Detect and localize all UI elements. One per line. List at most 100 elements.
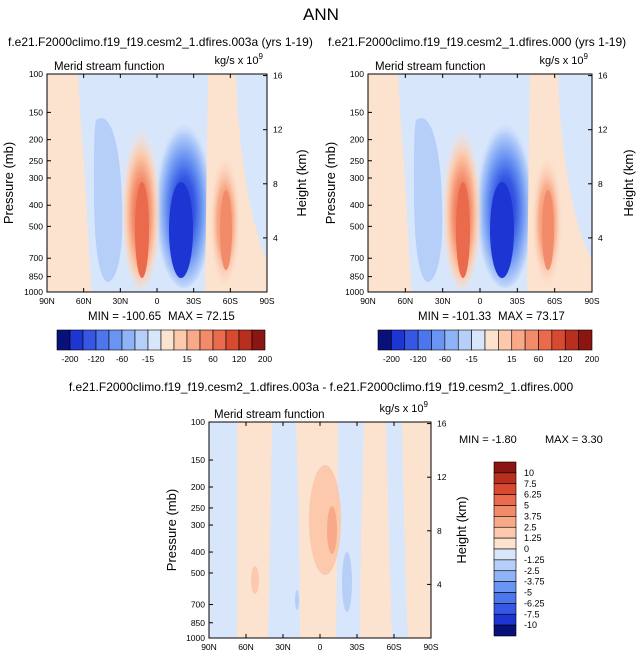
colorbar-swatch	[457, 329, 472, 351]
panel-top-right-field	[368, 74, 592, 292]
x-tick-label: 0	[318, 642, 323, 652]
colorbar-swatch	[493, 624, 517, 637]
colorbar-swatch	[493, 494, 517, 506]
panel-bottom-min-label: MIN = -1.80	[459, 434, 517, 446]
x-tick-label: 60N	[398, 296, 414, 306]
colorbar-label: 120	[558, 354, 572, 364]
x-tick-label: 90S	[423, 642, 438, 652]
colorbar-label: -15	[142, 354, 155, 364]
colorbar-label: 6.25	[524, 490, 542, 500]
colorbar-swatch	[493, 592, 517, 604]
field-pos-south-core	[542, 190, 554, 270]
field-neg-north	[209, 422, 237, 638]
y-tick-label: 400	[191, 547, 205, 557]
colorbar-swatch	[431, 329, 446, 351]
colorbar-label: -60	[116, 354, 129, 364]
panel-top-right-min-label: MIN = -101.33	[418, 311, 491, 323]
colorbar-swatch	[417, 329, 432, 351]
colorbar-swatch	[524, 329, 539, 351]
y-tick-label: 500	[191, 568, 205, 578]
colorbar-swatch	[69, 329, 84, 351]
colorbar-label: -200	[383, 354, 400, 364]
bottom-title: f.e21.F2000climo.f19_f19.cesm2_1.dfires.…	[69, 380, 574, 394]
colorbar-swatch	[578, 329, 593, 351]
colorbar-swatch	[498, 329, 513, 351]
y2-tick-label: 12	[598, 125, 608, 135]
colorbar-swatch	[238, 329, 253, 351]
top-right-title: f.e21.F2000climo.f19_f19.cesm2_1.dfires.…	[328, 35, 626, 49]
field-neg-north-inner	[94, 118, 123, 282]
y-tick-label: 200	[29, 135, 43, 145]
colorbar-label: 15	[507, 354, 517, 364]
y2-tick-label: 4	[598, 233, 603, 243]
y-tick-label: 700	[350, 253, 364, 263]
panel-bottom-subtitle: Merid stream function	[214, 409, 325, 421]
colorbar-label: 5	[524, 501, 529, 511]
colorbar-swatch	[493, 548, 517, 561]
colorbar-label: 10	[524, 468, 534, 478]
colorbar-swatch	[493, 570, 517, 582]
x-tick-label: 30N	[435, 296, 451, 306]
colorbar-label: -2.5	[524, 566, 540, 576]
y-tick-label: 150	[191, 455, 205, 465]
colorbar-label: 120	[232, 354, 246, 364]
x-tick-label: 60N	[238, 642, 254, 652]
colorbar-swatch	[56, 329, 71, 351]
colorbar-label: 200	[258, 354, 272, 364]
x-tick-label: 30N	[113, 296, 129, 306]
y-tick-label: 100	[350, 69, 364, 79]
y2-tick-label: 4	[437, 579, 442, 589]
colorbar-swatch	[493, 516, 517, 528]
panel-top-right-ylabel: Pressure (mb)	[323, 142, 338, 224]
units-text: kg/s x 10	[215, 55, 259, 67]
y-tick-label: 250	[29, 156, 43, 166]
panel-top-left-field	[47, 74, 267, 292]
colorbar-swatch	[251, 329, 266, 351]
top-left-title: f.e21.F2000climo.f19_f19.cesm2_1.dfires.…	[8, 35, 313, 49]
y-tick-label: 300	[191, 520, 205, 530]
colorbar-swatch	[186, 329, 201, 351]
units-superscript: 9	[424, 400, 429, 409]
x-tick-label: 30N	[275, 642, 291, 652]
y-tick-label: 250	[350, 156, 364, 166]
y-tick-label: 150	[29, 107, 43, 117]
colorbar-label: -1.25	[524, 555, 545, 565]
colorbar-label: 15	[182, 354, 192, 364]
colorbar-label: 0	[524, 544, 529, 554]
y-tick-label: 500	[350, 221, 364, 231]
colorbar-swatch	[391, 329, 406, 351]
panel-top-right-axes: 90N 60N 30N 0 30S 60S 90S 100 150 200 250 300 400 500…	[345, 69, 608, 306]
colorbar-label: -60	[439, 354, 452, 364]
units-text: kg/s x 10	[540, 55, 584, 67]
x-tick-label: 60S	[386, 642, 401, 652]
x-tick-label: 90S	[584, 296, 599, 306]
colorbar-swatch	[493, 461, 517, 474]
colorbar-swatch	[493, 559, 517, 572]
x-tick-label: 0	[155, 296, 160, 306]
colorbar-swatch	[493, 537, 517, 550]
colorbar-swatch	[404, 329, 419, 351]
colorbar-label: -7.5	[524, 609, 540, 619]
y-tick-label: 200	[191, 482, 205, 492]
y-tick-label: 700	[191, 600, 205, 610]
colorbar-label: 2.5	[524, 522, 537, 532]
colorbar-swatch	[134, 329, 149, 351]
y-tick-label: 500	[29, 221, 43, 231]
colorbar-label: 7.5	[524, 479, 537, 489]
colorbar-label: 200	[585, 354, 599, 364]
y2-tick-label: 12	[273, 125, 283, 135]
colorbar-swatch	[493, 603, 517, 615]
y2-tick-label: 12	[437, 472, 447, 482]
x-tick-label: 90N	[39, 296, 55, 306]
colorbar-swatch	[121, 329, 136, 351]
field-neg-south-edge	[236, 74, 267, 258]
x-tick-label: 30S	[510, 296, 525, 306]
colorbar-swatch	[493, 483, 517, 495]
colorbar-swatch	[471, 329, 486, 351]
panel-bottom-field	[209, 422, 431, 638]
colorbar-swatch	[551, 329, 566, 351]
colorbar-label: 60	[208, 354, 218, 364]
units-text: kg/s x 10	[380, 403, 424, 415]
y-tick-label: 1000	[345, 287, 364, 297]
